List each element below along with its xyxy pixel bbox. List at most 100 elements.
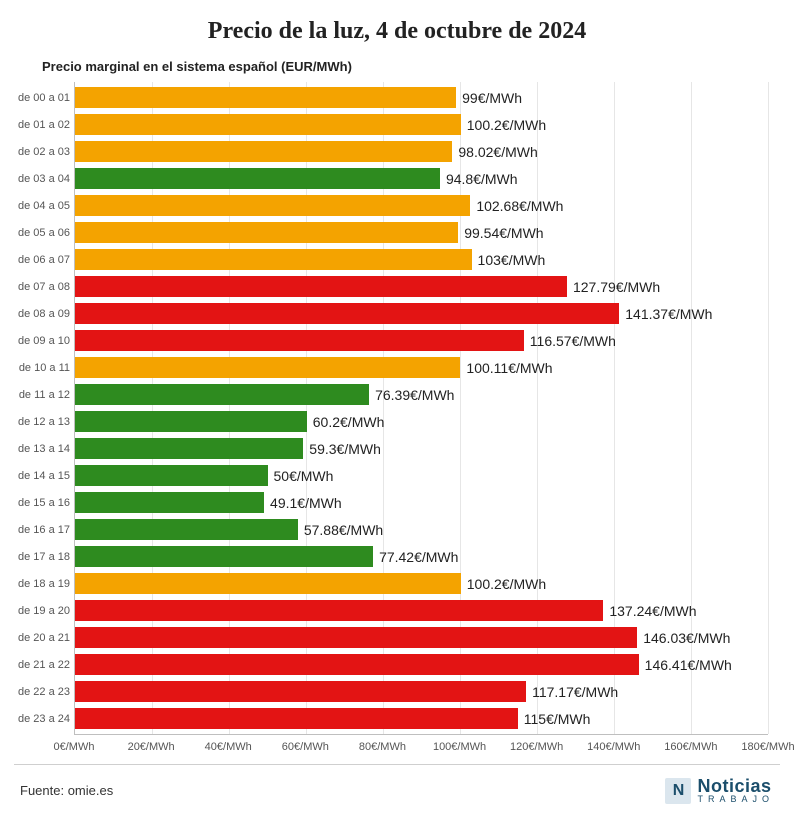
bar-row: de 03 a 0494.8€/MWh — [75, 165, 768, 192]
hour-label: de 08 a 09 — [17, 308, 75, 320]
price-bar — [75, 600, 603, 621]
value-label: 94.8€/MWh — [446, 171, 518, 187]
bar-row: de 16 a 1757.88€/MWh — [75, 516, 768, 543]
bar-row: de 11 a 1276.39€/MWh — [75, 381, 768, 408]
x-tick: 80€/MWh — [359, 741, 406, 753]
brand-sub: TRABAJO — [697, 795, 774, 804]
bar-row: de 17 a 1877.42€/MWh — [75, 543, 768, 570]
bar-row: de 13 a 1459.3€/MWh — [75, 435, 768, 462]
bar-row: de 19 a 20137.24€/MWh — [75, 597, 768, 624]
x-tick: 120€/MWh — [510, 741, 563, 753]
hour-label: de 04 a 05 — [17, 200, 75, 212]
price-bar — [75, 681, 526, 702]
x-tick: 180€/MWh — [741, 741, 794, 753]
x-tick: 0€/MWh — [54, 741, 95, 753]
price-bar — [75, 195, 470, 216]
bar-row: de 05 a 0699.54€/MWh — [75, 219, 768, 246]
value-label: 141.37€/MWh — [625, 306, 712, 322]
bar-row: de 09 a 10116.57€/MWh — [75, 327, 768, 354]
bar-row: de 20 a 21146.03€/MWh — [75, 624, 768, 651]
value-label: 49.1€/MWh — [270, 495, 342, 511]
value-label: 100.2€/MWh — [467, 576, 546, 592]
value-label: 77.42€/MWh — [379, 549, 458, 565]
x-tick: 140€/MWh — [587, 741, 640, 753]
bar-row: de 14 a 1550€/MWh — [75, 462, 768, 489]
value-label: 102.68€/MWh — [476, 198, 563, 214]
source-label: Fuente: omie.es — [20, 783, 113, 798]
value-label: 115€/MWh — [524, 711, 591, 727]
bar-row: de 02 a 0398.02€/MWh — [75, 138, 768, 165]
hour-label: de 16 a 17 — [17, 524, 75, 536]
electricity-price-chart: Precio de la luz, 4 de octubre de 2024 P… — [0, 0, 794, 804]
chart-title: Precio de la luz, 4 de octubre de 2024 — [14, 18, 780, 45]
brand-text: Noticias TRABAJO — [697, 777, 774, 804]
value-label: 60.2€/MWh — [313, 414, 385, 430]
bar-row: de 08 a 09141.37€/MWh — [75, 300, 768, 327]
hour-label: de 02 a 03 — [17, 146, 75, 158]
price-bar — [75, 492, 264, 513]
hour-label: de 05 a 06 — [17, 227, 75, 239]
bar-row: de 06 a 07103€/MWh — [75, 246, 768, 273]
x-tick: 60€/MWh — [282, 741, 329, 753]
bar-row: de 18 a 19100.2€/MWh — [75, 570, 768, 597]
x-tick: 20€/MWh — [128, 741, 175, 753]
chart-subtitle: Precio marginal en el sistema español (E… — [42, 59, 780, 74]
hour-label: de 19 a 20 — [17, 605, 75, 617]
value-label: 137.24€/MWh — [609, 603, 696, 619]
price-bar — [75, 573, 461, 594]
price-bar — [75, 114, 461, 135]
hour-label: de 22 a 23 — [17, 686, 75, 698]
price-bar — [75, 708, 518, 729]
hour-label: de 06 a 07 — [17, 254, 75, 266]
x-axis: 0€/MWh20€/MWh40€/MWh60€/MWh80€/MWh100€/M… — [74, 734, 768, 758]
brand-block: N Noticias TRABAJO — [665, 777, 774, 804]
value-label: 127.79€/MWh — [573, 279, 660, 295]
value-label: 103€/MWh — [478, 252, 546, 268]
hour-label: de 20 a 21 — [17, 632, 75, 644]
value-label: 50€/MWh — [274, 468, 334, 484]
hour-label: de 11 a 12 — [17, 389, 75, 401]
price-bar — [75, 546, 373, 567]
grid-line — [768, 82, 769, 734]
bar-row: de 07 a 08127.79€/MWh — [75, 273, 768, 300]
value-label: 100.11€/MWh — [466, 360, 552, 376]
price-bar — [75, 519, 298, 540]
value-label: 117.17€/MWh — [532, 684, 618, 700]
price-bar — [75, 222, 458, 243]
bar-row: de 01 a 02100.2€/MWh — [75, 111, 768, 138]
price-bar — [75, 168, 440, 189]
value-label: 76.39€/MWh — [375, 387, 454, 403]
hour-label: de 23 a 24 — [17, 713, 75, 725]
value-label: 57.88€/MWh — [304, 522, 383, 538]
bar-row: de 12 a 1360.2€/MWh — [75, 408, 768, 435]
hour-label: de 21 a 22 — [17, 659, 75, 671]
hour-label: de 14 a 15 — [17, 470, 75, 482]
brand-logo-icon: N — [665, 778, 691, 804]
hour-label: de 03 a 04 — [17, 173, 75, 185]
price-bar — [75, 330, 524, 351]
x-tick: 160€/MWh — [664, 741, 717, 753]
plot-area: de 00 a 0199€/MWhde 01 a 02100.2€/MWhde … — [74, 82, 768, 734]
bar-row: de 23 a 24115€/MWh — [75, 705, 768, 732]
hour-label: de 17 a 18 — [17, 551, 75, 563]
bar-row: de 10 a 11100.11€/MWh — [75, 354, 768, 381]
price-bar — [75, 384, 369, 405]
value-label: 146.03€/MWh — [643, 630, 730, 646]
bar-row: de 00 a 0199€/MWh — [75, 84, 768, 111]
price-bar — [75, 411, 307, 432]
x-tick: 100€/MWh — [433, 741, 486, 753]
bar-row: de 15 a 1649.1€/MWh — [75, 489, 768, 516]
chart-footer: Fuente: omie.es N Noticias TRABAJO — [14, 764, 780, 804]
price-bar — [75, 654, 639, 675]
hour-label: de 07 a 08 — [17, 281, 75, 293]
bar-row: de 22 a 23117.17€/MWh — [75, 678, 768, 705]
bars-container: de 00 a 0199€/MWhde 01 a 02100.2€/MWhde … — [75, 82, 768, 734]
hour-label: de 13 a 14 — [17, 443, 75, 455]
price-bar — [75, 303, 619, 324]
bar-row: de 21 a 22146.41€/MWh — [75, 651, 768, 678]
value-label: 98.02€/MWh — [458, 144, 537, 160]
hour-label: de 00 a 01 — [17, 92, 75, 104]
x-tick: 40€/MWh — [205, 741, 252, 753]
brand-main: Noticias — [697, 777, 774, 795]
hour-label: de 09 a 10 — [17, 335, 75, 347]
